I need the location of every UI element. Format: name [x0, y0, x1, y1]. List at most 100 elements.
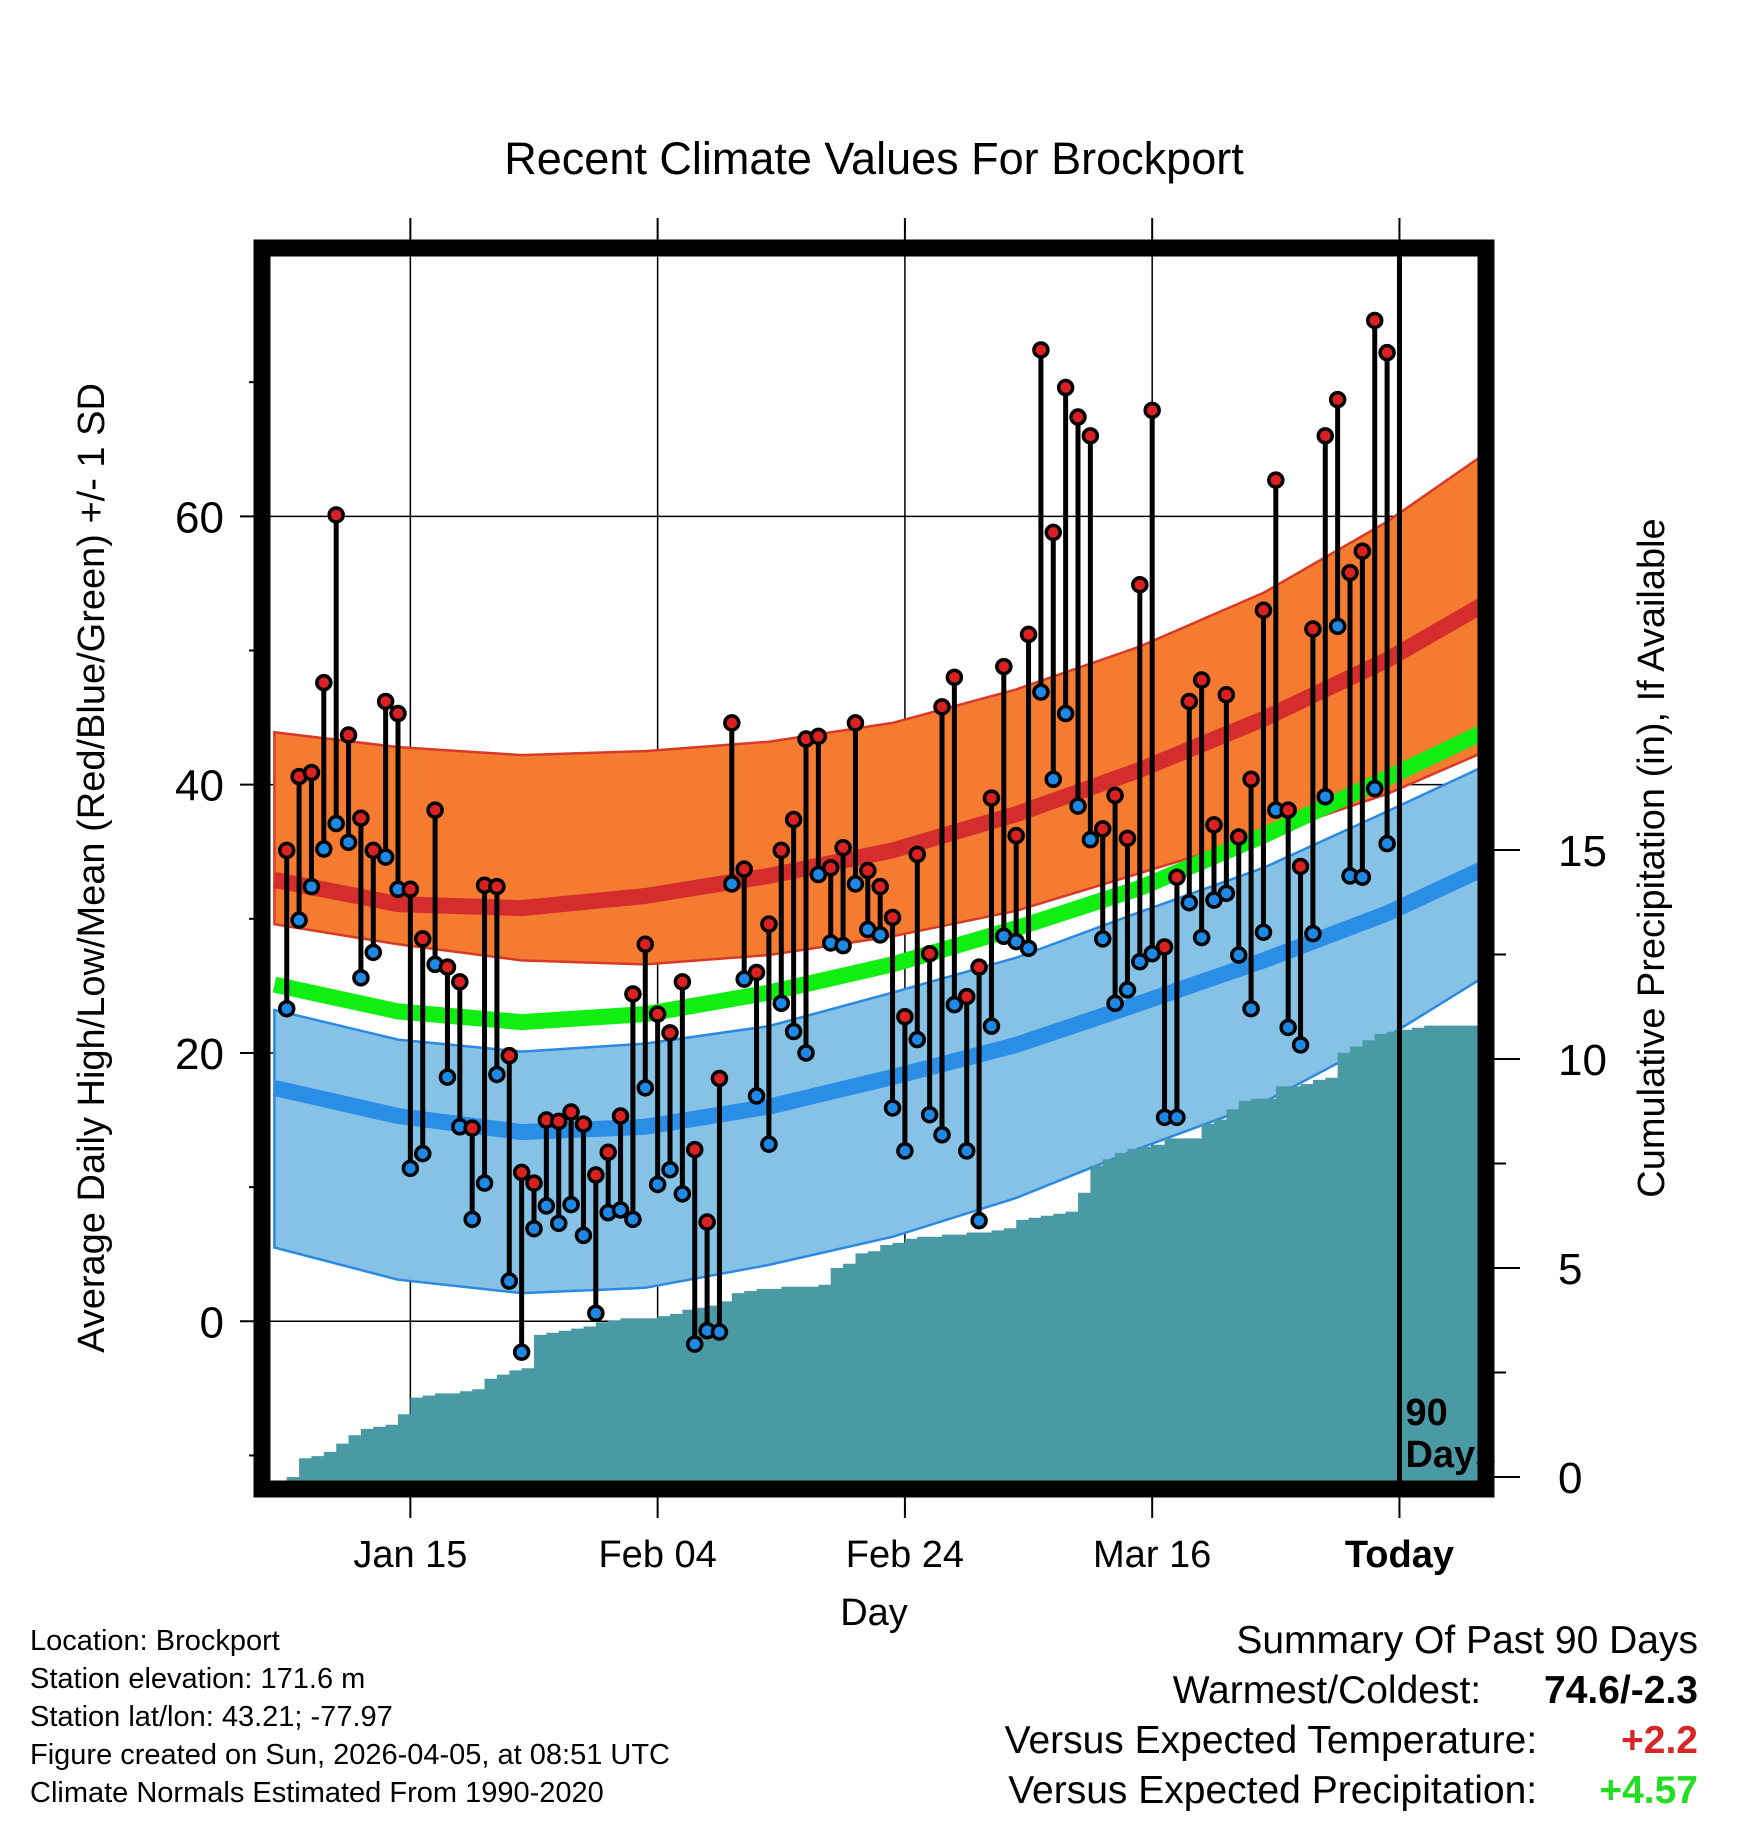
low-point [512, 1343, 531, 1361]
y2-tick-label: 0 [1558, 1454, 1582, 1503]
high-point [760, 915, 778, 933]
low-point [1316, 787, 1335, 806]
high-point [1032, 341, 1050, 359]
high-point [747, 963, 766, 982]
warm-cold-value: 74.6/-2.3 [1544, 1669, 1698, 1712]
high-point [1069, 408, 1087, 426]
high-normal-band [273, 451, 1486, 966]
low-point [1254, 923, 1273, 941]
low-point [1168, 1108, 1186, 1127]
precipitation-area [262, 1025, 1486, 1485]
high-point [1118, 829, 1137, 848]
low-point [982, 1017, 1001, 1035]
high-point [1304, 620, 1322, 638]
precip-label: Versus Expected Precipitation: [1008, 1769, 1538, 1812]
high-point [376, 692, 395, 711]
high-point [1180, 692, 1199, 711]
low-point [772, 994, 791, 1013]
high-point [871, 877, 889, 896]
station-info: Location: Brockport Station elevation: 1… [30, 1622, 670, 1812]
high-point [413, 930, 432, 948]
low-point [1180, 893, 1199, 912]
high-point [1291, 857, 1310, 876]
latlon-text: Station lat/lon: 43.21; -77.97 [30, 1701, 393, 1733]
low-point [438, 1068, 457, 1086]
high-point [574, 1115, 593, 1133]
high-point [970, 958, 988, 976]
high-point [1143, 401, 1161, 420]
high-point [982, 789, 1001, 807]
low-point [1328, 617, 1347, 636]
high-point [1019, 625, 1038, 644]
high-point [1217, 686, 1236, 704]
high-point [1279, 801, 1297, 819]
high-point [908, 845, 927, 864]
high-point [611, 1107, 630, 1125]
high-point [1267, 471, 1285, 489]
y2-tick-label: 15 [1558, 827, 1607, 876]
low-point [1279, 1018, 1297, 1037]
low-point [846, 875, 865, 893]
low-point [574, 1226, 593, 1245]
summary-panel: Summary Of Past 90 Days Warmest/Coldest:… [1005, 1616, 1698, 1816]
high-point [352, 809, 370, 827]
low-point [1118, 981, 1137, 999]
y-tick-label: 20 [175, 1030, 224, 1079]
summary-heading: Summary Of Past 90 Days [1236, 1619, 1698, 1662]
precip-value: +4.57 [1599, 1769, 1698, 1812]
low-point [401, 1159, 420, 1178]
created-text: Figure created on Sun, 2026-04-05, at 08… [30, 1739, 670, 1771]
low-point [784, 1022, 803, 1041]
high-point [1081, 427, 1100, 445]
high-point [463, 1119, 481, 1137]
low-point [1019, 939, 1038, 958]
high-point [438, 958, 457, 976]
high-point [883, 908, 902, 927]
high-point [1353, 542, 1372, 560]
low-point [624, 1210, 642, 1229]
high-point [1205, 816, 1223, 834]
daily-range-stems [284, 320, 1390, 1353]
high-point [1155, 938, 1174, 956]
high-point [500, 1046, 519, 1065]
low-point [1217, 884, 1236, 903]
high-point [488, 877, 506, 896]
high-point [784, 810, 803, 829]
high-point [389, 704, 407, 723]
high-point [846, 714, 865, 732]
plot-frame [253, 239, 1495, 1498]
low-point [537, 1197, 556, 1215]
high-point [1007, 826, 1025, 845]
temp-row: Versus Expected Temperature: +2.2 [1005, 1716, 1698, 1766]
high-point [512, 1163, 531, 1182]
low-point [1304, 924, 1322, 943]
high-point [661, 1024, 679, 1042]
high-point [636, 935, 655, 954]
low-point [908, 1030, 927, 1049]
high-point [1056, 378, 1075, 397]
high-point [648, 1005, 667, 1023]
low-point [1081, 830, 1100, 849]
low-point [1106, 994, 1124, 1013]
low-point [834, 936, 852, 955]
warm-cold-label: Warmest/Coldest: [1172, 1669, 1482, 1712]
high-point [1316, 427, 1335, 445]
high-point [1254, 601, 1273, 619]
high-point [723, 714, 741, 732]
y-axis-label: Average Daily High/Low/Mean (Red/Blue/Gr… [71, 383, 113, 1353]
low-point [1032, 683, 1050, 701]
daily-points [277, 311, 1396, 1361]
high-point [277, 841, 296, 860]
low-point [871, 926, 889, 944]
low-point [933, 1126, 951, 1144]
low-point [685, 1335, 704, 1353]
high-point [710, 1069, 729, 1088]
high-point [920, 944, 939, 963]
y-tick-label: 40 [175, 762, 224, 811]
low-point [1056, 704, 1075, 723]
low-point [352, 969, 370, 987]
low-point [413, 1144, 432, 1163]
normals-text: Climate Normals Estimated From 1990-2020 [30, 1777, 604, 1809]
low-point [475, 1174, 494, 1192]
